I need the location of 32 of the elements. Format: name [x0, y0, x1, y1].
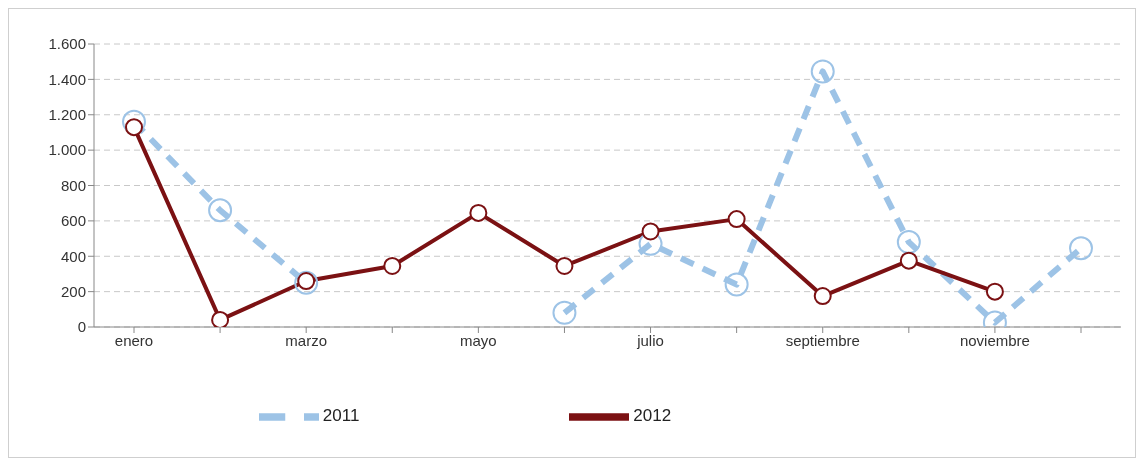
- x-tick-label: marzo: [285, 331, 328, 349]
- y-tick-label: 1.400: [48, 70, 86, 88]
- x-tick-label: enero: [114, 331, 154, 349]
- point: [469, 203, 488, 222]
- point: [1069, 236, 1093, 261]
- x-tick-label: noviembre: [959, 331, 1030, 349]
- point: [724, 272, 749, 297]
- point: [552, 300, 577, 325]
- y-tick-label: 400: [60, 247, 86, 265]
- y-tick-label: 0: [77, 318, 86, 336]
- y-tick-label: 1.000: [48, 141, 86, 159]
- x-tick-label: mayo: [460, 331, 497, 349]
- point: [555, 256, 574, 275]
- point: [383, 256, 402, 275]
- x-tick-label: julio: [636, 331, 664, 349]
- point: [208, 198, 233, 223]
- point: [727, 210, 746, 229]
- point: [810, 59, 835, 84]
- y-tick-label: 600: [60, 212, 86, 230]
- point: [985, 282, 1004, 301]
- x-tick-label: septiembre: [785, 331, 860, 349]
- y-tick-label: 1.600: [48, 35, 86, 53]
- point: [211, 310, 230, 327]
- point: [899, 251, 918, 270]
- point: [641, 222, 660, 241]
- y-tick-label: 200: [60, 282, 86, 300]
- legend-label: 2011: [322, 406, 360, 426]
- point: [896, 230, 921, 255]
- point: [813, 287, 832, 306]
- y-tick-label: 1.200: [48, 106, 86, 124]
- legend-label: 2012: [633, 406, 672, 426]
- y-tick-label: 800: [60, 176, 86, 194]
